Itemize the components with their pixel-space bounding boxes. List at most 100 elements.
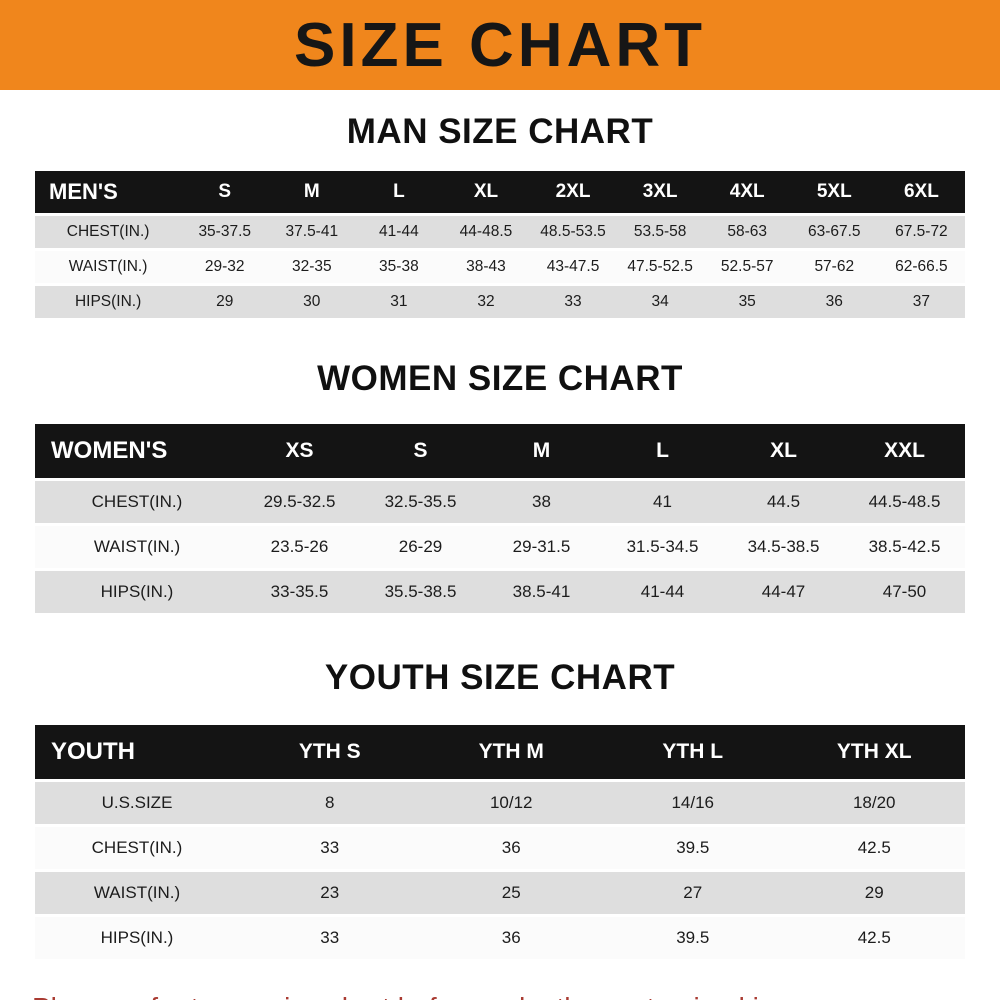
- size-cell: 36: [501, 928, 521, 947]
- size-cell: 42.5: [857, 838, 891, 857]
- column-header: 3XL: [616, 171, 704, 213]
- table-row: WAIST(IN.) 23 25 27 29: [35, 872, 965, 914]
- size-cell: 33: [564, 293, 582, 310]
- table-row: HIPS(IN.) 29 30 31 32 33 34 35 36 37: [35, 286, 965, 318]
- column-header: YTH XL: [783, 725, 965, 779]
- size-cell: 53.5-58: [633, 223, 687, 240]
- men-size-section: MAN SIZE CHART MEN'S S M L XL 2XL 3XL 4XL 5XL 6XL…: [0, 112, 1000, 321]
- size-cell: 33: [320, 928, 340, 947]
- size-cell: 32: [477, 293, 495, 310]
- size-cell: 26-29: [398, 537, 443, 556]
- size-cell: 23: [320, 883, 340, 902]
- column-header: XL: [723, 424, 844, 478]
- column-header: S: [360, 424, 481, 478]
- women-section-title: WOMEN SIZE CHART: [317, 359, 683, 398]
- size-cell: 41-44: [640, 582, 685, 601]
- size-cell: 31: [390, 293, 408, 310]
- row-label: WAIST(IN.): [93, 883, 181, 902]
- table-row: WAIST(IN.) 29-32 32-35 35-38 38-43 43-47.5 47.…: [35, 251, 965, 283]
- size-cell: 27: [683, 883, 703, 902]
- size-cell: 62-66.5: [895, 258, 948, 275]
- column-header: L: [602, 424, 723, 478]
- table-header-row: MEN'S S M L XL 2XL 3XL 4XL 5XL 6XL: [35, 171, 965, 213]
- women-size-section: WOMEN SIZE CHART WOMEN'S XS S M L XL XXL CHEST(…: [0, 359, 1000, 616]
- table-row: CHEST(IN.) 33 36 39.5 42.5: [35, 827, 965, 869]
- table-header-row: WOMEN'S XS S M L XL XXL: [35, 424, 965, 478]
- youth-size-table: YOUTH YTH S YTH M YTH L YTH XL U.S.SIZE 8 10/12…: [35, 722, 965, 962]
- size-cell: 32.5-35.5: [384, 492, 457, 511]
- column-header: YTH S: [239, 725, 421, 779]
- size-cell: 47.5-52.5: [627, 258, 693, 275]
- table-row: HIPS(IN.) 33 36 39.5 42.5: [35, 917, 965, 959]
- men-size-table: MEN'S S M L XL 2XL 3XL 4XL 5XL 6XL CHEST(IN.) 35-37…: [35, 168, 965, 321]
- youth-size-section: YOUTH SIZE CHART YOUTH YTH S YTH M YTH L YTH…: [0, 658, 1000, 962]
- size-cell: 33-35.5: [270, 582, 329, 601]
- size-cell: 63-67.5: [807, 223, 861, 240]
- size-cell: 39.5: [676, 838, 710, 857]
- row-label: WAIST(IN.): [68, 258, 148, 275]
- size-cell: 36: [501, 838, 521, 857]
- size-cell: 42.5: [857, 928, 891, 947]
- table-row: CHEST(IN.) 35-37.5 37.5-41 41-44 44-48.5 48.5…: [35, 216, 965, 248]
- size-cell: 44-48.5: [459, 223, 513, 240]
- size-cell: 29-31.5: [512, 537, 571, 556]
- women-size-table: WOMEN'S XS S M L XL XXL CHEST(IN.) 29.5-32.5 32.5…: [35, 421, 965, 616]
- size-cell: 31.5-34.5: [626, 537, 699, 556]
- table-corner-label: YOUTH: [35, 725, 239, 779]
- row-label: CHEST(IN.): [91, 492, 183, 511]
- size-cell: 44.5: [766, 492, 801, 511]
- size-cell: 57-62: [814, 258, 855, 275]
- size-cell: 41-44: [379, 223, 419, 240]
- column-header: M: [481, 424, 602, 478]
- disclaimer-line-1: Please refer to our size chart before or…: [32, 990, 968, 1000]
- size-cell: 35-37.5: [198, 223, 252, 240]
- table-row: U.S.SIZE 8 10/12 14/16 18/20: [35, 782, 965, 824]
- table-row: HIPS(IN.) 33-35.5 35.5-38.5 38.5-41 41-44 44-…: [35, 571, 965, 613]
- size-cell: 58-63: [727, 223, 768, 240]
- column-header: XXL: [844, 424, 965, 478]
- size-cell: 38: [532, 492, 551, 511]
- size-cell: 37: [912, 293, 931, 310]
- size-cell: 14/16: [671, 793, 715, 812]
- table-row: CHEST(IN.) 29.5-32.5 32.5-35.5 38 41 44.5 44.5…: [35, 481, 965, 523]
- size-cell: 34.5-38.5: [747, 537, 820, 556]
- column-header: XS: [239, 424, 360, 478]
- column-header: L: [355, 171, 443, 213]
- row-label: CHEST(IN.): [91, 838, 183, 857]
- size-cell: 44.5-48.5: [868, 492, 941, 511]
- size-cell: 25: [501, 883, 521, 902]
- disclaimer-note: Please refer to our size chart before or…: [32, 990, 968, 1000]
- size-cell: 35.5-38.5: [384, 582, 457, 601]
- row-label: CHEST(IN.): [66, 223, 150, 240]
- size-cell: 38.5-41: [512, 582, 571, 601]
- table-row: WAIST(IN.) 23.5-26 26-29 29-31.5 31.5-34.5 34…: [35, 526, 965, 568]
- row-label: HIPS(IN.): [100, 928, 174, 947]
- column-header: 2XL: [529, 171, 617, 213]
- row-label: U.S.SIZE: [101, 793, 173, 812]
- row-label: HIPS(IN.): [74, 293, 142, 310]
- size-cell: 35: [738, 293, 756, 310]
- size-cell: 29-32: [204, 258, 245, 275]
- size-cell: 23.5-26: [270, 537, 329, 556]
- column-header: M: [268, 171, 356, 213]
- banner: SIZE CHART: [0, 0, 1000, 90]
- size-cell: 67.5-72: [895, 223, 948, 240]
- youth-section-title: YOUTH SIZE CHART: [324, 658, 676, 697]
- column-header: YTH L: [602, 725, 784, 779]
- size-cell: 39.5: [676, 928, 710, 947]
- size-cell: 48.5-53.5: [540, 223, 606, 240]
- size-cell: 18/20: [852, 793, 896, 812]
- size-cell: 29: [864, 883, 884, 902]
- column-header: YTH M: [420, 725, 602, 779]
- size-cell: 10/12: [489, 793, 533, 812]
- size-cell: 44-47: [761, 582, 806, 601]
- size-cell: 29.5-32.5: [263, 492, 336, 511]
- size-cell: 38.5-42.5: [868, 537, 941, 556]
- banner-title: SIZE CHART: [294, 10, 706, 80]
- column-header: 6XL: [877, 171, 965, 213]
- size-cell: 37.5-41: [285, 223, 339, 240]
- row-label: WAIST(IN.): [93, 537, 181, 556]
- size-cell: 47-50: [882, 582, 927, 601]
- size-cell: 38-43: [466, 258, 506, 275]
